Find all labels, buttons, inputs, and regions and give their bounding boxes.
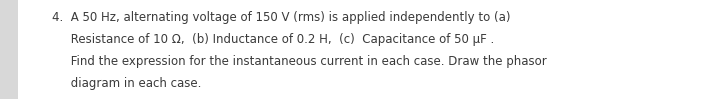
Text: 4.  A 50 Hz, alternating voltage of 150 V (rms) is applied independently to (a): 4. A 50 Hz, alternating voltage of 150 V… bbox=[52, 11, 510, 24]
Text: Find the expression for the instantaneous current in each case. Draw the phasor: Find the expression for the instantaneou… bbox=[52, 55, 546, 68]
Text: diagram in each case.: diagram in each case. bbox=[52, 77, 202, 90]
Bar bbox=[0, 0, 18, 99]
Text: Resistance of 10 Ω,  (b) Inductance of 0.2 H,  (c)  Capacitance of 50 μF .: Resistance of 10 Ω, (b) Inductance of 0.… bbox=[52, 33, 494, 46]
